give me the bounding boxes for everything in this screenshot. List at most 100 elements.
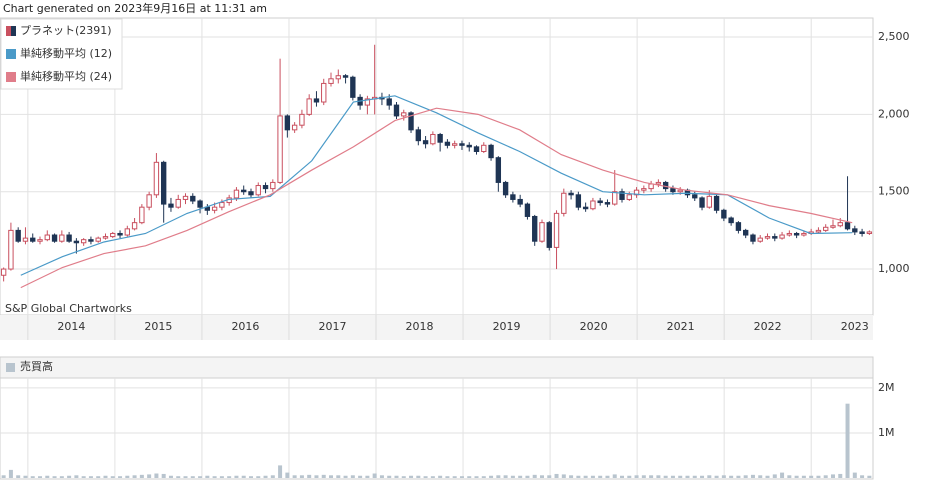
volume-bar <box>641 475 646 478</box>
candle-body <box>706 195 712 208</box>
candle-body <box>73 240 80 244</box>
volume-bar <box>168 475 173 478</box>
candle-body <box>844 222 851 230</box>
volume-bar <box>132 475 137 478</box>
volume-bar <box>118 476 123 478</box>
volume-bar <box>23 475 28 478</box>
x-tick-label: 2016 <box>231 320 259 333</box>
candle-body <box>735 222 742 231</box>
candle-body <box>772 236 778 239</box>
volume-bar <box>1 475 6 478</box>
candle-body <box>190 195 196 202</box>
volume-bar <box>830 474 835 478</box>
volume-bar <box>539 475 544 478</box>
candle-body <box>422 140 429 145</box>
volume-bar <box>532 474 537 478</box>
volume-bar <box>205 475 210 478</box>
candle-body <box>481 144 487 152</box>
volume-bar <box>409 475 414 478</box>
candle-body <box>546 222 552 248</box>
x-axis-strip <box>0 315 873 340</box>
candle-body <box>815 229 822 233</box>
candle-body <box>182 195 189 200</box>
volume-bar <box>67 475 72 478</box>
volume-bar <box>758 475 763 478</box>
candle-body <box>568 192 574 196</box>
volume-bar <box>336 475 341 478</box>
candle-body <box>168 203 174 208</box>
volume-bar <box>525 475 530 478</box>
volume-bar <box>867 475 872 478</box>
candle-body <box>262 185 269 190</box>
candle-body <box>852 228 858 233</box>
candle-body <box>510 194 516 200</box>
volume-header <box>0 356 874 379</box>
volume-bar <box>772 474 777 478</box>
volume-bar <box>394 475 399 478</box>
candle-body <box>830 225 836 228</box>
x-tick-label: 2018 <box>406 320 434 333</box>
candle-body <box>175 198 181 208</box>
volume-bar <box>474 476 479 478</box>
volume-bar <box>292 475 297 478</box>
legend-items: プラネット(2391) 単純移動平均 (12) 単純移動平均 (24) <box>6 24 112 83</box>
candle-body <box>641 188 647 191</box>
candle-body <box>837 222 843 227</box>
y-tick-label: 1,500 <box>878 185 910 198</box>
volume-bar <box>103 475 108 478</box>
volume-bar <box>838 473 843 478</box>
candle-body <box>211 206 218 211</box>
candle-body <box>452 143 458 146</box>
candle-body <box>255 185 261 196</box>
candle-body <box>80 239 87 244</box>
volume-bar <box>634 475 639 478</box>
volume-bar <box>685 475 690 478</box>
volume-bar <box>481 476 486 478</box>
candle-body <box>750 234 756 242</box>
volume-bar <box>510 475 515 478</box>
volume-bar <box>227 476 232 478</box>
candle-body <box>335 75 341 80</box>
volume-bar <box>30 476 35 478</box>
volume-bar <box>212 476 217 478</box>
volume-bar <box>88 476 93 478</box>
volume-bar <box>627 475 632 478</box>
volume-bar <box>823 475 828 478</box>
candle-body <box>131 222 138 230</box>
candle-body <box>117 232 123 236</box>
volume-bar <box>707 475 712 478</box>
volume-bar <box>321 474 326 478</box>
volume-bar <box>16 475 21 478</box>
candle-body <box>408 112 414 131</box>
candle-body <box>524 203 531 217</box>
volume-bar <box>678 475 683 478</box>
candle-body <box>364 98 371 106</box>
volume-bar <box>489 475 494 478</box>
candle-body <box>386 98 392 106</box>
candle-body <box>306 98 312 115</box>
candle-body <box>102 236 109 239</box>
candle-body <box>44 234 50 241</box>
candle-body <box>430 133 436 145</box>
volume-bar <box>329 475 334 478</box>
legend-label: 単純移動平均 (24) <box>20 69 112 83</box>
volume-bar <box>809 475 814 478</box>
volume-bar <box>692 475 697 478</box>
candle-body <box>721 209 727 219</box>
candle-body <box>0 268 7 276</box>
x-tick-label: 2023 <box>841 320 869 333</box>
volume-bar <box>52 476 57 478</box>
volume-bar <box>110 476 115 478</box>
candle-body <box>30 237 36 242</box>
price-panel <box>0 17 874 316</box>
candle-body <box>350 76 356 98</box>
candle-body <box>488 144 494 159</box>
y-tick-label: 2,500 <box>878 30 910 43</box>
candle-body <box>532 215 538 242</box>
candle-body <box>401 112 407 117</box>
candle-body <box>473 146 480 152</box>
volume-bar <box>750 474 755 478</box>
volume-bar <box>590 475 595 478</box>
volume-bar <box>496 475 501 478</box>
candle-body <box>728 217 734 224</box>
